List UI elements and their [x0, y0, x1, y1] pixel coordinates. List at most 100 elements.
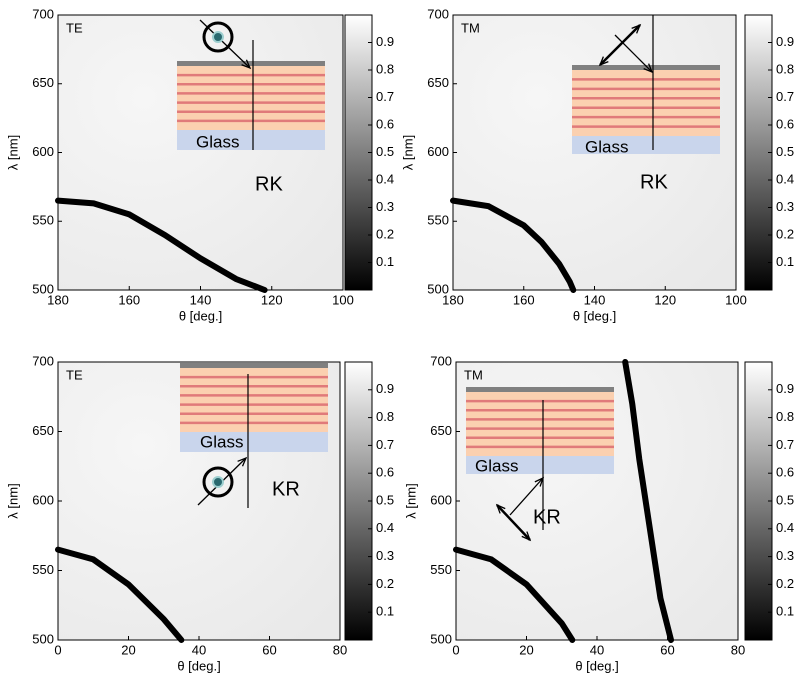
substrate-label: Glass — [475, 456, 518, 475]
polarization-arrow — [599, 24, 641, 66]
top-layer — [572, 65, 720, 70]
y-axis-label: λ [nm] — [5, 483, 20, 518]
multilayer-stack — [572, 70, 720, 136]
multilayer-stack — [177, 66, 325, 130]
x-tick-label: 40 — [192, 642, 206, 657]
x-tick-label: 20 — [519, 642, 533, 657]
x-axis-label: θ [deg.] — [573, 308, 616, 323]
x-tick-label: 80 — [333, 642, 347, 657]
substrate-label: Glass — [200, 432, 243, 451]
colorbar-tick-label: 0.5 — [376, 492, 394, 507]
y-tick-label: 650 — [32, 75, 54, 90]
y-axis-label: λ [nm] — [400, 135, 415, 170]
resonance-curve — [55, 546, 185, 643]
y-tick-label: 550 — [427, 213, 449, 228]
colorbar-tick-label: 0.7 — [776, 89, 794, 104]
colorbar-tick-label: 0.1 — [776, 254, 794, 269]
multilayer-stack — [180, 368, 328, 432]
colorbar-tick-label: 0.3 — [376, 548, 394, 563]
top-layer — [177, 61, 325, 66]
colorbar-tick-label: 0.9 — [776, 381, 794, 396]
colorbar-tick-label: 0.2 — [776, 226, 794, 241]
colorbar-tick-label: 0.4 — [776, 171, 794, 186]
heatmap-background — [58, 15, 343, 290]
colorbar-tick-label: 0.8 — [776, 61, 794, 76]
y-tick-label: 650 — [430, 423, 452, 438]
colorbar-tick-label: 0.3 — [776, 199, 794, 214]
colorbar-tick-label: 0.4 — [376, 520, 394, 535]
incident-arrow — [614, 34, 653, 73]
x-tick-label: 140 — [584, 292, 606, 307]
polarization-circle — [202, 21, 234, 53]
x-tick-label: 80 — [731, 642, 745, 657]
arrow-head — [643, 63, 654, 74]
x-tick-label: 0 — [54, 642, 61, 657]
y-tick-label: 600 — [430, 492, 452, 507]
colorbar-tick-label: 0.5 — [776, 144, 794, 159]
colorbar-tick-label: 0.4 — [376, 171, 394, 186]
colorbar-tick-label: 0.9 — [376, 34, 394, 49]
colorbar-tick-label: 0.2 — [376, 576, 394, 591]
resonance-curve — [622, 359, 675, 643]
colorbar-tick-label: 0.7 — [376, 437, 394, 452]
arrow-head — [241, 59, 252, 70]
x-tick-label: 0 — [452, 642, 459, 657]
y-tick-label: 500 — [430, 631, 452, 646]
colorbar-tick-label: 0.8 — [376, 61, 394, 76]
x-tick-label: 140 — [190, 292, 212, 307]
x-tick-label: 100 — [332, 292, 354, 307]
incident-arrow — [509, 477, 544, 516]
arrow-head — [631, 23, 642, 34]
x-tick-label: 180 — [442, 292, 464, 307]
arrow-head — [237, 456, 248, 467]
polarization-label: TM — [464, 367, 483, 382]
arrow-head — [521, 531, 532, 542]
y-tick-label: 550 — [32, 562, 54, 577]
polarization-arrow — [496, 504, 531, 541]
colorbar-tick-label: 0.9 — [776, 34, 794, 49]
y-tick-label: 550 — [430, 562, 452, 577]
x-tick-label: 60 — [262, 642, 276, 657]
top-layer — [466, 387, 614, 392]
arrow-head — [495, 503, 506, 514]
y-tick-label: 650 — [427, 75, 449, 90]
polarization-label: TE — [66, 367, 83, 382]
colorbar-tick-label: 0.6 — [376, 116, 394, 131]
glass-substrate — [466, 456, 614, 474]
resonance-curve — [55, 197, 268, 293]
colorbar-tick-label: 0.4 — [776, 520, 794, 535]
polarization-dot — [212, 476, 224, 488]
polarization-circle — [202, 466, 234, 498]
colorbar — [744, 14, 773, 291]
y-tick-label: 650 — [32, 423, 54, 438]
structure-label: KR — [533, 506, 561, 528]
colorbar-tick-label: 0.8 — [776, 409, 794, 424]
y-tick-label: 550 — [32, 213, 54, 228]
x-tick-label: 160 — [118, 292, 140, 307]
y-tick-label: 600 — [32, 492, 54, 507]
glass-substrate — [180, 432, 328, 452]
y-tick-label: 500 — [32, 281, 54, 296]
structure-label: RK — [255, 173, 283, 195]
colorbar — [744, 361, 773, 641]
colorbar-tick-label: 0.3 — [776, 548, 794, 563]
x-tick-label: 40 — [590, 642, 604, 657]
colorbar-tick-label: 0.9 — [376, 381, 394, 396]
colorbar-tick-label: 0.1 — [376, 604, 394, 619]
colorbar-tick-label: 0.2 — [776, 576, 794, 591]
multilayer-stack — [466, 392, 614, 456]
x-tick-label: 60 — [660, 642, 674, 657]
colorbar-tick-label: 0.1 — [376, 254, 394, 269]
x-tick-label: 20 — [121, 642, 135, 657]
y-tick-label: 700 — [427, 6, 449, 21]
substrate-label: Glass — [196, 132, 239, 151]
y-axis-label: λ [nm] — [5, 135, 20, 170]
y-tick-label: 700 — [430, 353, 452, 368]
x-axis-label: θ [deg.] — [179, 308, 222, 323]
arrow-head — [598, 56, 609, 67]
colorbar-tick-label: 0.6 — [776, 465, 794, 480]
y-tick-label: 600 — [32, 144, 54, 159]
colorbar-tick-label: 0.1 — [776, 604, 794, 619]
y-axis-label: λ [nm] — [403, 483, 418, 518]
